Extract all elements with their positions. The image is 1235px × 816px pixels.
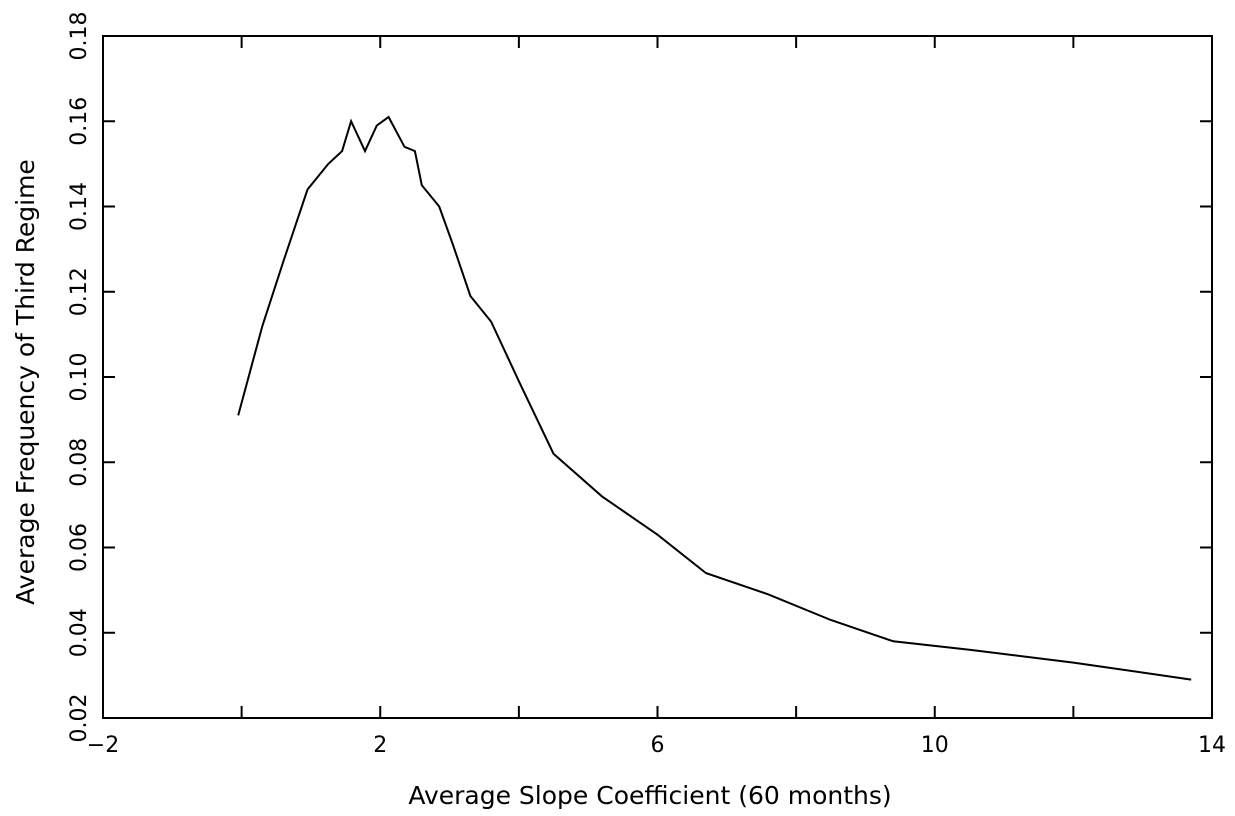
x-tick-label: 14 (1198, 733, 1226, 758)
axis-ticks (102, 35, 1213, 719)
y-tick-labels: 0.02 0.04 0.06 0.08 0.10 0.12 0.14 0.16 0.18 (67, 12, 92, 743)
y-tick-label: 0.06 (67, 523, 92, 572)
y-axis-title: Average Frequency of Third Regime (11, 159, 40, 605)
x-tick-label: −2 (87, 733, 119, 758)
y-tick-label: 0.08 (67, 438, 92, 487)
y-tick-label: 0.14 (67, 182, 92, 231)
y-tick-label: 0.16 (67, 97, 92, 146)
x-tick-labels: −2 2 6 10 14 (87, 733, 1226, 758)
x-tick-label: 6 (651, 733, 665, 758)
plot-frame (102, 35, 1213, 719)
x-tick-label: 10 (921, 733, 949, 758)
y-tick-label: 0.10 (67, 353, 92, 402)
y-tick-label: 0.02 (67, 694, 92, 743)
y-tick-label: 0.04 (67, 608, 92, 657)
y-tick-label: 0.12 (67, 267, 92, 316)
x-axis-title: Average Slope Coefficient (60 months) (408, 781, 891, 810)
y-tick-label: 0.18 (67, 12, 92, 61)
series-line (237, 115, 1192, 681)
x-tick-label: 2 (373, 733, 387, 758)
